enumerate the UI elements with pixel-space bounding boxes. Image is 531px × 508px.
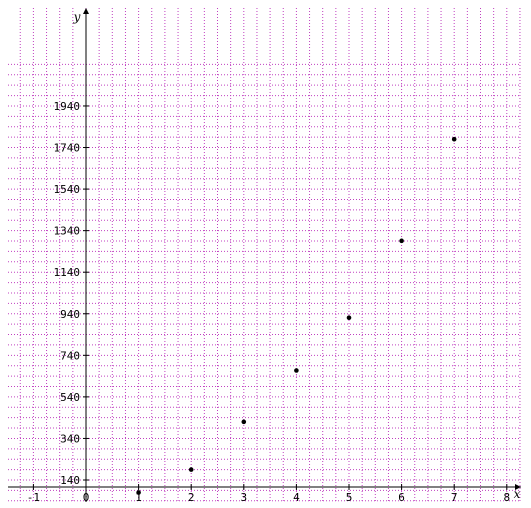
x-tick-label: 5 — [346, 491, 353, 504]
x-tick-label: 4 — [293, 491, 300, 504]
y-tick-label: 1540 — [54, 183, 81, 196]
data-point — [294, 368, 299, 373]
grid — [8, 8, 521, 502]
y-tick-label: 540 — [60, 391, 80, 404]
data-points — [136, 136, 457, 495]
x-tick-label: -1 — [27, 491, 40, 504]
x-tick-label: 2 — [188, 491, 195, 504]
y-tick-label: 1140 — [54, 266, 81, 279]
x-axis-label: x — [514, 487, 521, 501]
y-tick-label: 1740 — [54, 142, 81, 155]
data-point — [346, 315, 352, 321]
data-point — [188, 467, 194, 472]
axes — [8, 8, 521, 502]
data-point — [399, 238, 404, 244]
x-axis-arrow-icon — [515, 484, 521, 490]
x-tick-label: 7 — [451, 491, 458, 504]
x-tick-label: 0 — [83, 491, 90, 504]
x-tick-label: 8 — [503, 491, 510, 504]
data-point — [136, 490, 141, 495]
tick-labels: -1 0 1 2 3 4 5 6 7 8 140 340 540 740 940 1140 1340 1540 17… — [27, 100, 510, 504]
y-tick-label: 740 — [60, 349, 80, 362]
x-tick-label: 6 — [398, 491, 405, 504]
data-point — [241, 419, 247, 425]
y-axis-arrow-icon — [83, 8, 89, 14]
data-point — [451, 136, 457, 142]
y-tick-label: 940 — [60, 308, 80, 321]
x-tick-label: 1 — [135, 491, 142, 504]
y-tick-label: 1940 — [54, 100, 81, 113]
y-tick-label: 1340 — [54, 225, 81, 238]
x-tick-label: 3 — [240, 491, 247, 504]
y-tick-label: 140 — [60, 474, 80, 487]
y-axis-label: y — [73, 10, 81, 24]
y-tick-label: 340 — [60, 432, 80, 445]
